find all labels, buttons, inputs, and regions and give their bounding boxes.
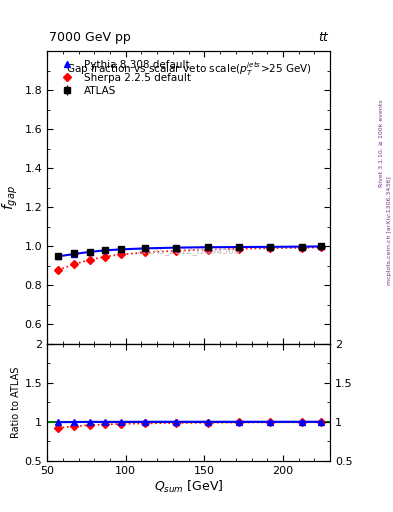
Pythia 8.308 default: [119, 246, 123, 252]
Sherpa 2.2.5 default: [268, 245, 273, 251]
Pythia 8.308 default: [142, 245, 147, 251]
Pythia 8.308 default: [205, 244, 210, 250]
Pythia 8.308 default: [72, 251, 76, 257]
Sherpa 2.2.5 default: [87, 257, 92, 263]
Text: Rivet 3.1.10, ≥ 100k events: Rivet 3.1.10, ≥ 100k events: [379, 99, 384, 187]
Pythia 8.308 default: [174, 245, 178, 251]
Pythia 8.308 default: [237, 244, 241, 250]
Text: tt: tt: [318, 31, 328, 44]
Sherpa 2.2.5 default: [299, 245, 304, 251]
Text: mcplots.cern.ch [arXiv:1306.3436]: mcplots.cern.ch [arXiv:1306.3436]: [387, 176, 391, 285]
Y-axis label: $f_{gap}$: $f_{gap}$: [1, 185, 20, 210]
Line: Pythia 8.308 default: Pythia 8.308 default: [55, 243, 324, 260]
X-axis label: $Q_{sum}$ [GeV]: $Q_{sum}$ [GeV]: [154, 478, 223, 495]
Sherpa 2.2.5 default: [72, 261, 76, 267]
Sherpa 2.2.5 default: [56, 267, 61, 273]
Pythia 8.308 default: [87, 249, 92, 255]
Pythia 8.308 default: [299, 244, 304, 250]
Text: ATLAS_2012_I1094568: ATLAS_2012_I1094568: [137, 246, 240, 254]
Line: Sherpa 2.2.5 default: Sherpa 2.2.5 default: [55, 245, 323, 273]
Pythia 8.308 default: [318, 243, 323, 249]
Sherpa 2.2.5 default: [142, 249, 147, 255]
Pythia 8.308 default: [103, 247, 108, 253]
Text: 7000 GeV pp: 7000 GeV pp: [49, 31, 131, 44]
Sherpa 2.2.5 default: [237, 246, 241, 252]
Y-axis label: Ratio to ATLAS: Ratio to ATLAS: [11, 367, 20, 438]
Sherpa 2.2.5 default: [205, 246, 210, 252]
Pythia 8.308 default: [268, 244, 273, 250]
Sherpa 2.2.5 default: [119, 251, 123, 258]
Legend: Pythia 8.308 default, Sherpa 2.2.5 default, ATLAS: Pythia 8.308 default, Sherpa 2.2.5 defau…: [52, 56, 194, 99]
Sherpa 2.2.5 default: [103, 253, 108, 260]
Text: Gap fraction vs scalar veto scale($p_T^{jets}$>25 GeV): Gap fraction vs scalar veto scale($p_T^{…: [66, 60, 312, 78]
Pythia 8.308 default: [56, 253, 61, 260]
Sherpa 2.2.5 default: [174, 248, 178, 254]
Sherpa 2.2.5 default: [318, 244, 323, 250]
